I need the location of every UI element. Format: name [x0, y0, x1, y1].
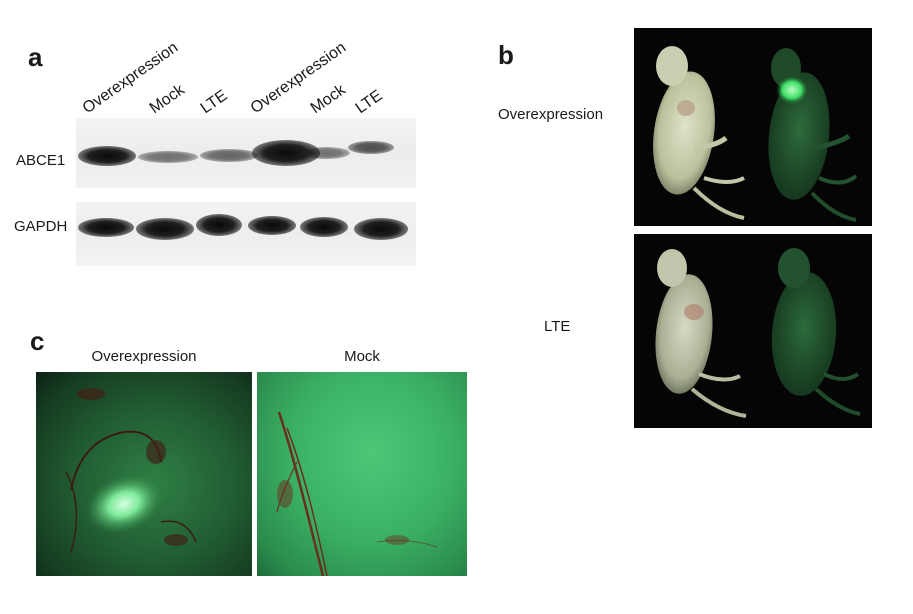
- lane-label-2: Mock: [146, 81, 188, 118]
- mouse-row-label-overexpression: Overexpression: [498, 106, 604, 123]
- mouse-illustration-lte: [655, 248, 861, 418]
- band-gapdh-6: [354, 218, 408, 240]
- mouse-image-overexpression: [634, 28, 872, 226]
- tissue-title-mock: Mock: [344, 348, 380, 365]
- blot-row-label-abce1: ABCE1: [16, 152, 66, 169]
- western-blot-abce1: [76, 118, 416, 188]
- band-gapdh-2: [136, 218, 194, 240]
- panel-c-letter: c: [30, 326, 45, 356]
- tissue-image-mock: [257, 372, 467, 576]
- band-abce1-2: [138, 151, 198, 163]
- band-abce1-6: [348, 141, 394, 154]
- band-abce1-3: [200, 149, 258, 162]
- band-gapdh-5: [300, 217, 348, 237]
- mouse-illustration-overexpression: [653, 46, 858, 222]
- tissue-image-overexpression: [36, 372, 252, 576]
- lane-label-5: Mock: [307, 81, 349, 118]
- panel-a-letter: a: [28, 42, 43, 72]
- mouse-image-lte: [634, 234, 872, 428]
- lane-label-3: LTE: [197, 87, 231, 118]
- tissue-illustration-mock: [276, 411, 438, 576]
- panel-b-letter: b: [498, 40, 514, 70]
- band-gapdh-1: [78, 218, 134, 237]
- band-gapdh-4: [248, 216, 296, 235]
- tissue-illustration-overexpression: [65, 388, 197, 553]
- blot-row-label-gapdh: GAPDH: [14, 218, 68, 235]
- band-abce1-1: [78, 146, 136, 166]
- band-gapdh-3: [196, 214, 242, 236]
- tissue-title-overexpression: Overexpression: [91, 348, 197, 365]
- band-abce1-5: [302, 147, 350, 159]
- mouse-row-label-lte: LTE: [544, 318, 571, 335]
- western-blot-gapdh: [76, 202, 416, 266]
- lane-label-6: LTE: [352, 87, 386, 118]
